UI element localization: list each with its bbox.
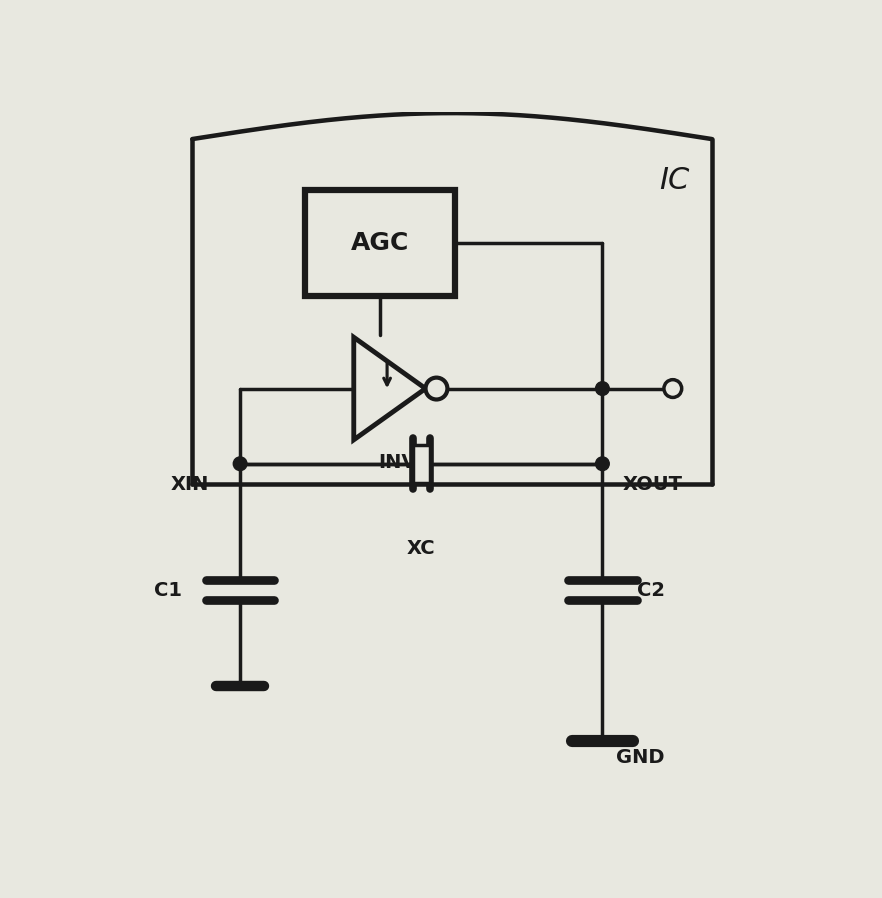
Circle shape: [233, 457, 247, 471]
Text: AGC: AGC: [351, 232, 409, 255]
Circle shape: [595, 457, 609, 471]
Circle shape: [595, 382, 609, 395]
Circle shape: [664, 380, 682, 398]
Text: XOUT: XOUT: [623, 475, 683, 494]
Circle shape: [425, 378, 447, 400]
Polygon shape: [354, 338, 425, 440]
Text: GND: GND: [616, 748, 664, 767]
Text: C2: C2: [637, 581, 664, 600]
Text: C1: C1: [154, 581, 182, 600]
Bar: [305, 190, 455, 296]
Text: IC: IC: [659, 165, 690, 195]
Text: XC: XC: [407, 539, 436, 558]
Text: INV: INV: [378, 453, 416, 472]
Text: XIN: XIN: [171, 475, 209, 494]
Bar: [413, 445, 430, 482]
